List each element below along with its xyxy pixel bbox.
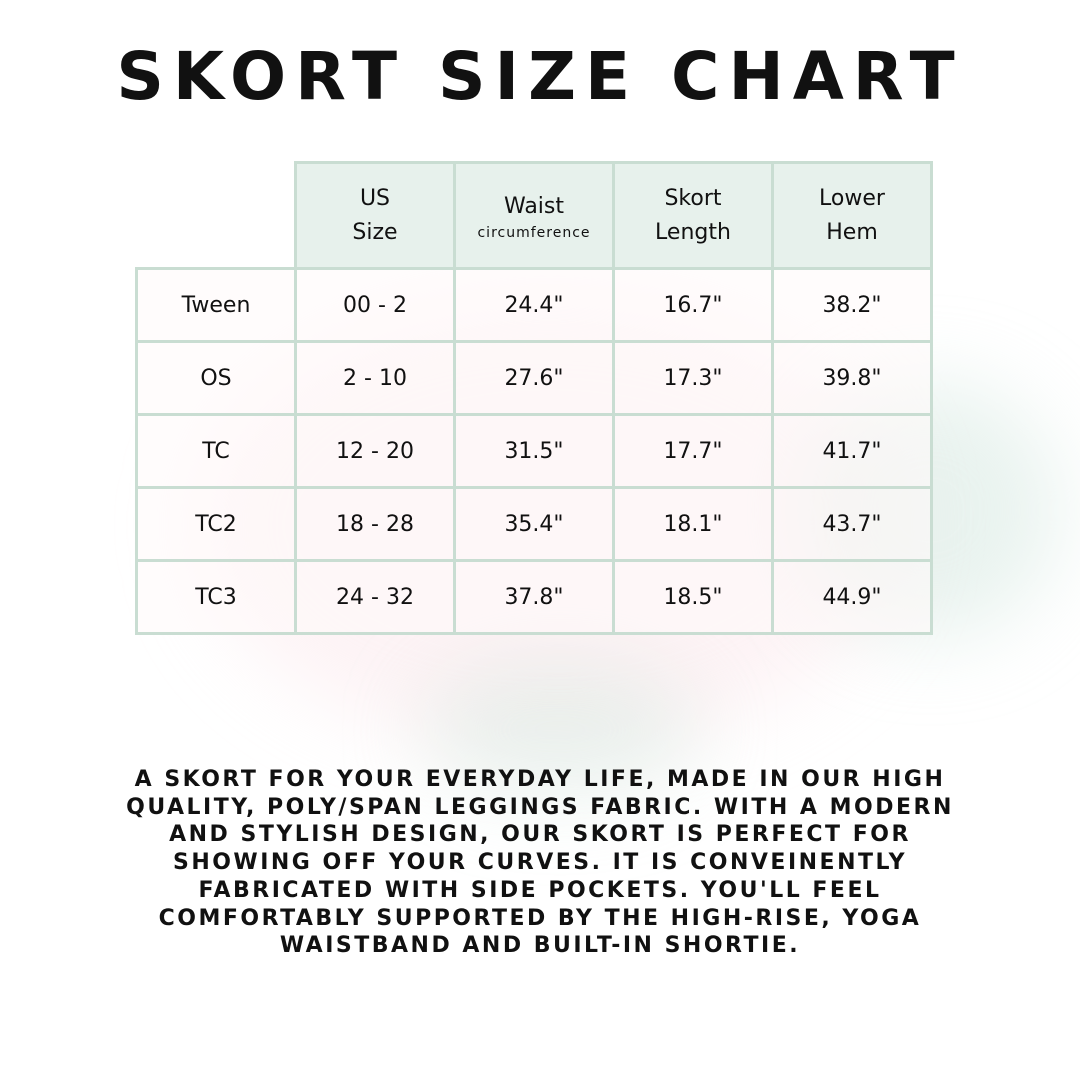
- cell-skort-length: 17.7": [612, 413, 774, 489]
- cell-waist: 31.5": [453, 413, 615, 489]
- table-row: OS 2 - 10 27.6" 17.3" 39.8": [135, 340, 933, 416]
- header-line1: Skort: [664, 185, 722, 211]
- header-line1: Waist: [503, 193, 565, 219]
- table-row: TC3 24 - 32 37.8" 18.5" 44.9": [135, 559, 933, 635]
- description-line: SHOWING OFF YOUR CURVES. IT IS CONVEINEN…: [172, 850, 908, 876]
- background-plant-decoration: [420, 660, 700, 800]
- cell-us-size: 12 - 20: [294, 413, 456, 489]
- cell-skort-length: 18.1": [612, 486, 774, 562]
- header-line2: Size: [352, 219, 398, 245]
- cell-waist: 27.6": [453, 340, 615, 416]
- header-lower-hem: Lower Hem: [771, 161, 933, 270]
- header-line1: US: [359, 185, 391, 211]
- header-row: US Size Waist circumference Skort Length Lo…: [137, 161, 933, 270]
- header-line1: Lower: [819, 185, 885, 211]
- cell-us-size: 00 - 2: [294, 267, 456, 343]
- cell-lower-hem: 44.9": [771, 559, 933, 635]
- table-row: TC2 18 - 28 35.4" 18.1" 43.7": [135, 486, 933, 562]
- page-title: SKORT SIZE CHART: [116, 38, 964, 115]
- description-line: AND STYLISH DESIGN, OUR SKORT IS PERFECT…: [169, 822, 911, 848]
- cell-us-size: 24 - 32: [294, 559, 456, 635]
- header-subtext: circumference: [477, 224, 591, 241]
- cell-lower-hem: 43.7": [771, 486, 933, 562]
- cell-waist: 24.4": [453, 267, 615, 343]
- product-description: A SKORT FOR YOUR EVERYDAY LIFE, MADE IN …: [0, 766, 1080, 960]
- cell-us-size: 2 - 10: [294, 340, 456, 416]
- header-us-size: US Size: [294, 161, 456, 270]
- cell-skort-length: 16.7": [612, 267, 774, 343]
- cell-skort-length: 17.3": [612, 340, 774, 416]
- cell-lower-hem: 39.8": [771, 340, 933, 416]
- header-skort-length: Skort Length: [612, 161, 774, 270]
- header-line2: Hem: [826, 219, 878, 245]
- description-line: COMFORTABLY SUPPORTED BY THE HIGH-RISE, …: [158, 905, 922, 931]
- empty-corner-cell: [137, 163, 296, 269]
- row-label: TC: [135, 413, 297, 489]
- table-row: Tween 00 - 2 24.4" 16.7" 38.2": [135, 267, 933, 343]
- description-line: QUALITY, POLY/SPAN LEGGINGS FABRIC. WITH…: [126, 794, 954, 820]
- description-line: A SKORT FOR YOUR EVERYDAY LIFE, MADE IN …: [134, 767, 946, 792]
- table-row: TC 12 - 20 31.5" 17.7" 41.7": [135, 413, 933, 489]
- cell-lower-hem: 38.2": [771, 267, 933, 343]
- description-line: WAISTBAND AND BUILT-IN SHORTIE.: [279, 933, 801, 959]
- row-label: TC3: [135, 559, 297, 635]
- cell-waist: 35.4": [453, 486, 615, 562]
- cell-lower-hem: 41.7": [771, 413, 933, 489]
- row-label: OS: [135, 340, 297, 416]
- row-label: Tween: [135, 267, 297, 343]
- size-chart-table: US Size Waist circumference Skort Length Lo…: [135, 161, 933, 635]
- row-label: TC2: [135, 486, 297, 562]
- description-line: FABRICATED WITH SIDE POCKETS. YOU'LL FEE…: [198, 877, 882, 903]
- cell-waist: 37.8": [453, 559, 615, 635]
- cell-skort-length: 18.5": [612, 559, 774, 635]
- header-line2: Length: [655, 219, 731, 245]
- header-waist: Waist circumference: [453, 161, 615, 270]
- cell-us-size: 18 - 28: [294, 486, 456, 562]
